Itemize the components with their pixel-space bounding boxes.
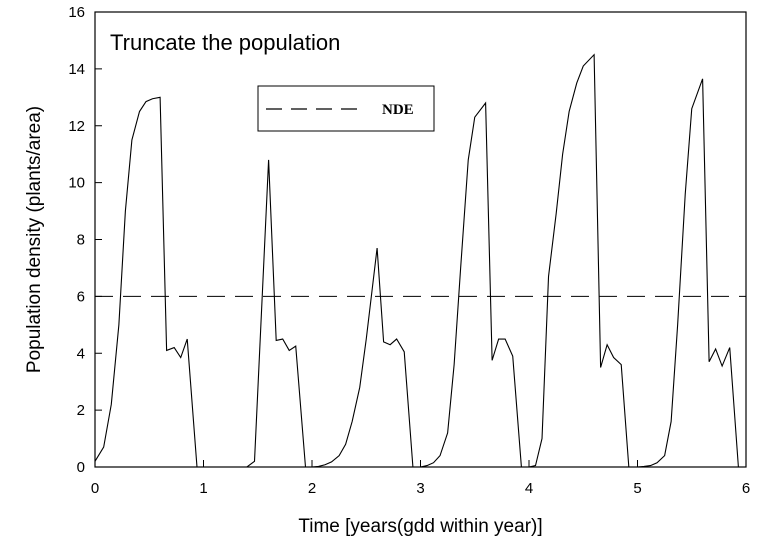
- plot-area-frame: [94, 11, 747, 468]
- x-tick-label: 0: [91, 480, 99, 497]
- x-tick-label: 4: [525, 480, 533, 497]
- y-tick-label: 14: [68, 61, 85, 78]
- y-tick-label: 8: [77, 232, 85, 249]
- x-tick-label: 3: [416, 480, 424, 497]
- y-tick-label: 0: [77, 459, 85, 476]
- y-tick-label: 4: [77, 345, 85, 362]
- y-axis-label: Population density (plants/area): [24, 106, 45, 373]
- legend: NDE: [257, 85, 435, 132]
- x-tick-label: 5: [633, 480, 641, 497]
- y-tick-label: 12: [68, 118, 85, 135]
- y-tick-label: 16: [68, 4, 85, 21]
- y-tick-label: 10: [68, 175, 85, 192]
- x-axis-label: Time [years(gdd within year)]: [298, 516, 542, 537]
- x-tick-label: 6: [742, 480, 750, 497]
- x-tick-label: 1: [199, 480, 207, 497]
- y-tick-label: 2: [77, 402, 85, 419]
- chart-title: Truncate the population: [110, 30, 340, 55]
- legend-label-nde: NDE: [382, 102, 414, 118]
- y-tick-label: 6: [77, 288, 85, 305]
- x-tick-label: 2: [308, 480, 316, 497]
